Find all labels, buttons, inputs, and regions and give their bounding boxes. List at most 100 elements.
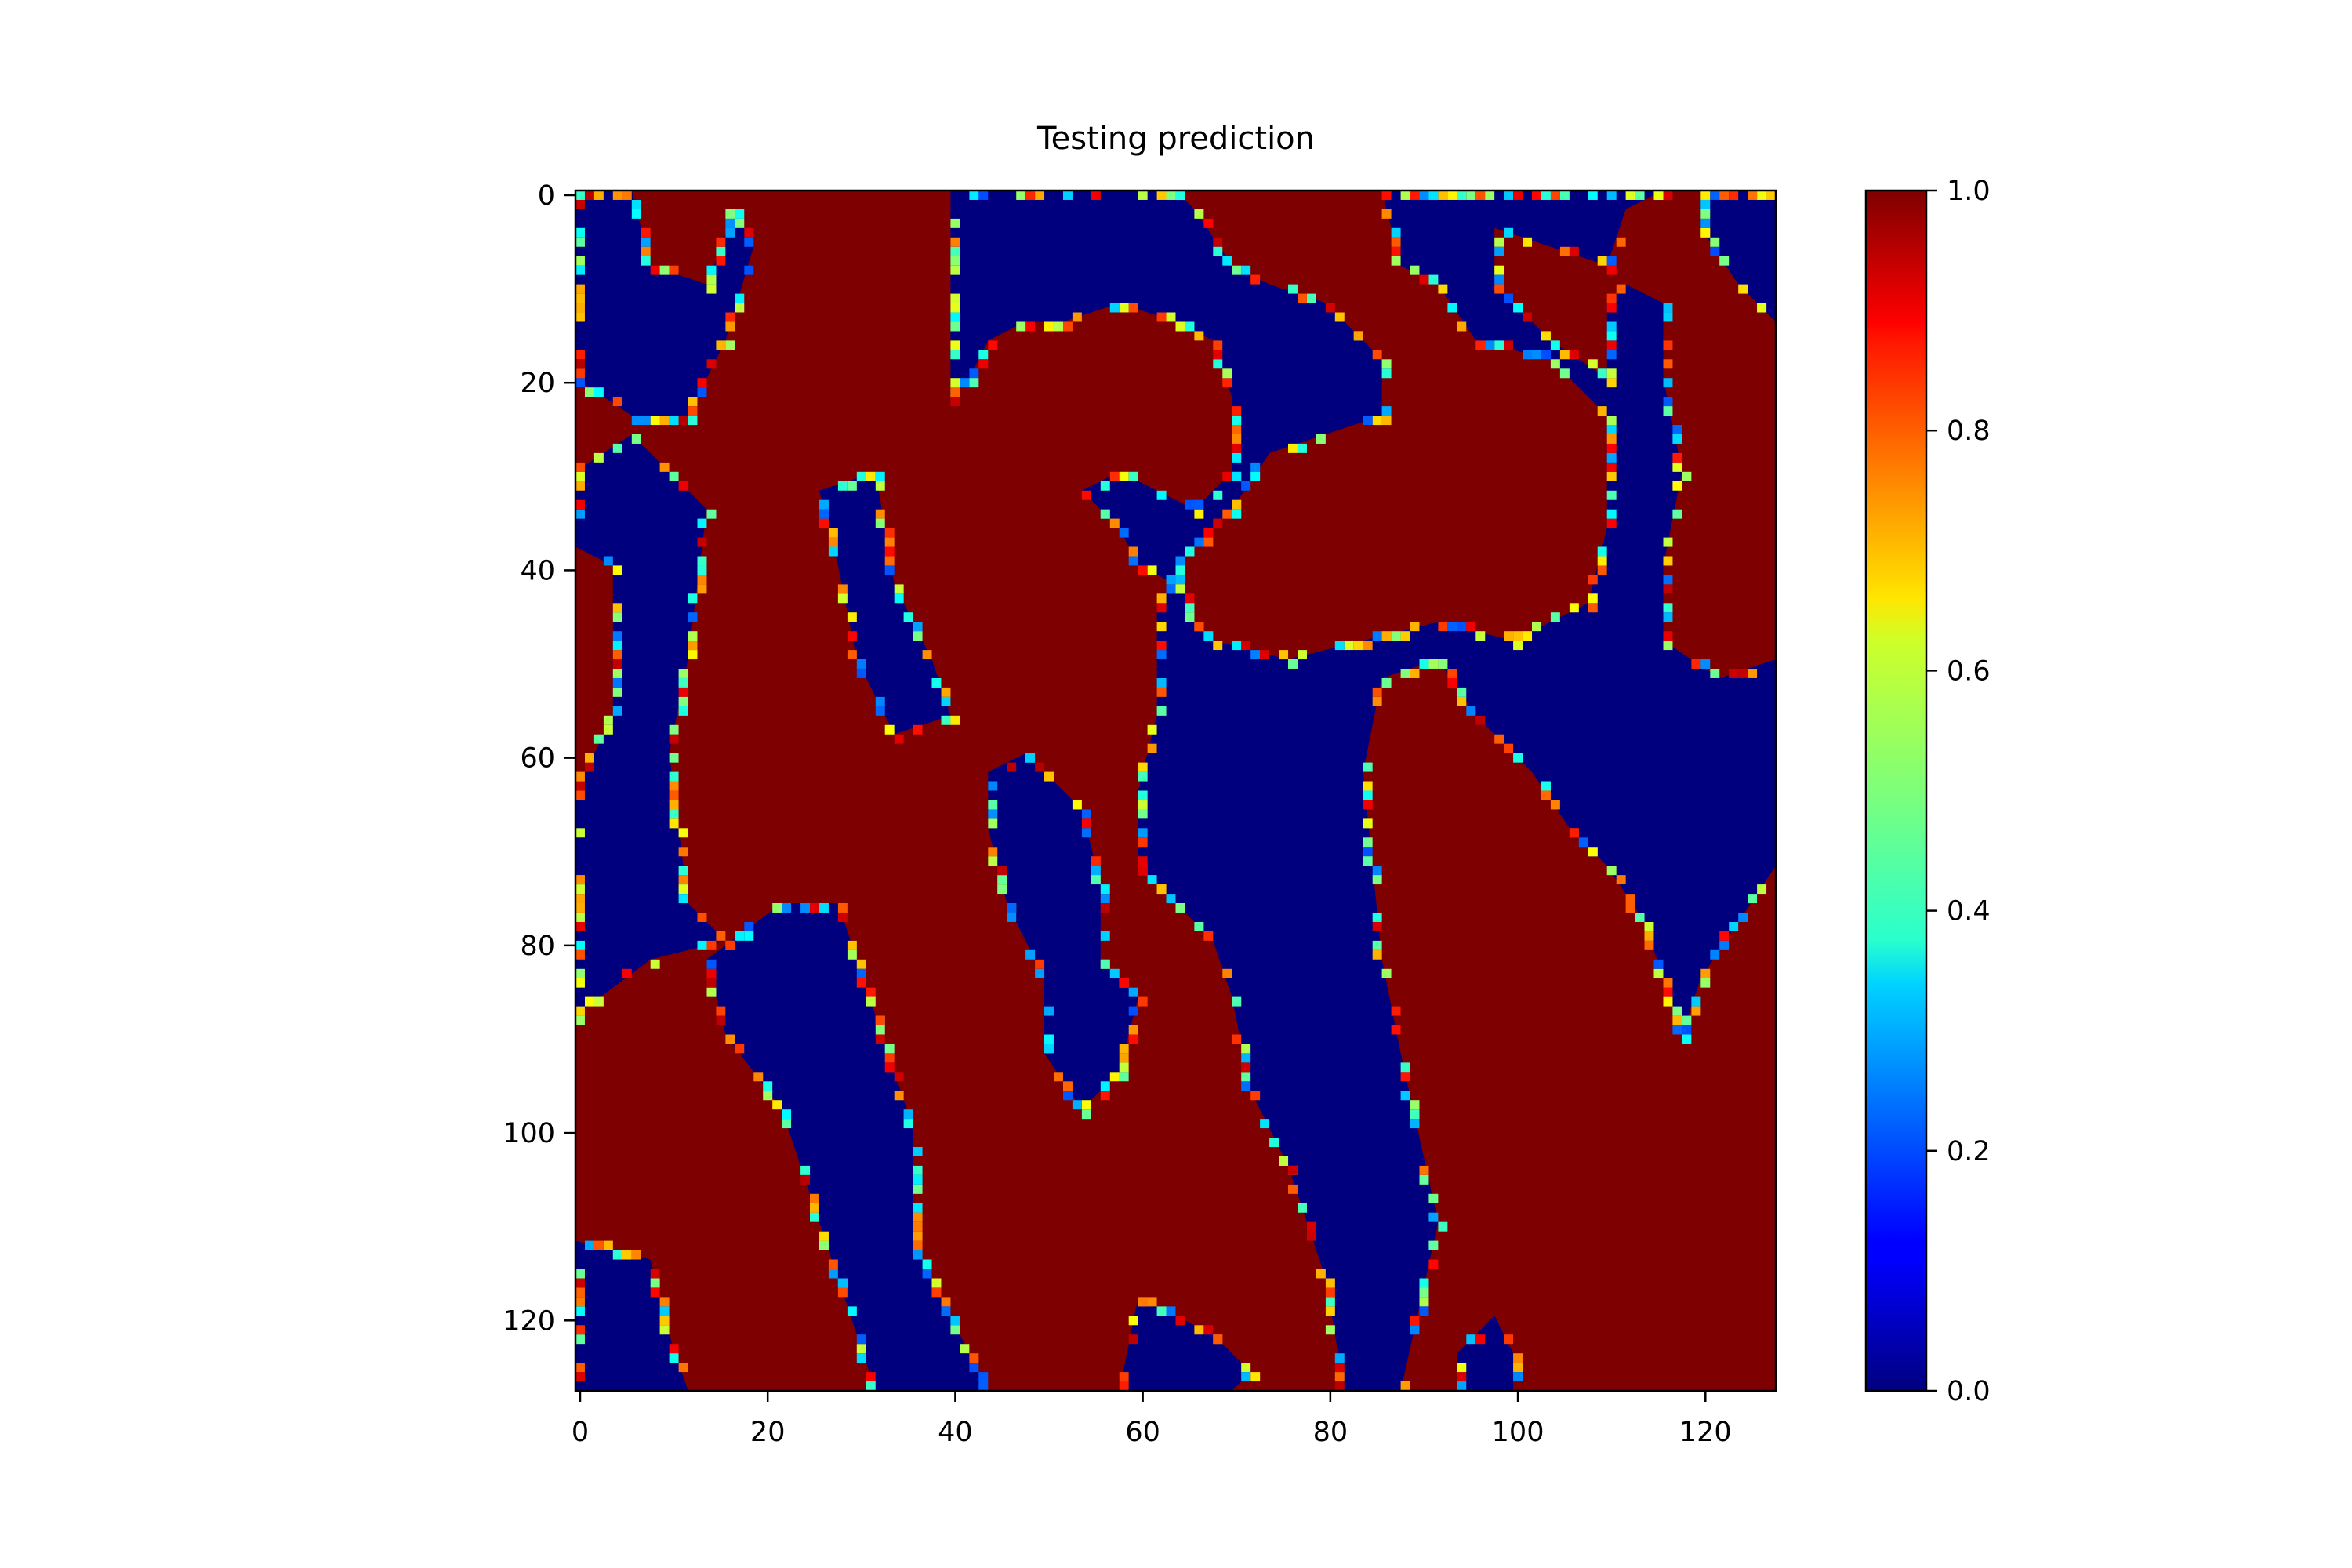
boundary-cell (1054, 321, 1063, 332)
boundary-cell (650, 1269, 660, 1279)
boundary-cell (1100, 884, 1110, 895)
boundary-cell (1044, 1006, 1054, 1016)
boundary-cell (1682, 1025, 1692, 1035)
boundary-cell (894, 1091, 904, 1101)
x-axis: 0 20 40 60 80 100 120 (572, 1391, 1732, 1448)
boundary-cell (1203, 537, 1214, 547)
boundary-cell (1606, 368, 1617, 379)
boundary-cell (800, 1174, 811, 1185)
boundary-cell (1410, 1119, 1420, 1129)
boundary-cell (1532, 350, 1541, 360)
boundary-cell (688, 650, 698, 660)
boundary-cell (913, 1212, 923, 1222)
boundary-cell (612, 687, 622, 697)
boundary-cell (678, 866, 688, 876)
boundary-cell (1147, 724, 1157, 735)
boundary-cell (810, 1193, 819, 1203)
boundary-cell (1625, 191, 1635, 200)
y-tick-label: 60 (520, 743, 555, 775)
boundary-cell (1241, 1363, 1251, 1373)
low-region-1 (575, 434, 726, 1016)
boundary-cell (1241, 1372, 1251, 1382)
boundary-cell (1428, 274, 1439, 285)
boundary-cell (884, 528, 895, 538)
boundary-cell (1738, 669, 1748, 678)
boundary-cell (950, 293, 960, 303)
boundary-cell (884, 1062, 895, 1073)
boundary-cell (1475, 1334, 1486, 1345)
boundary-cell (1606, 256, 1617, 266)
boundary-cell (1606, 452, 1617, 463)
boundary-cell (856, 669, 866, 678)
boundary-cell (884, 537, 895, 547)
boundary-cell (810, 1212, 819, 1222)
boundary-cell (988, 847, 998, 857)
boundary-cell (575, 227, 585, 238)
boundary-cell (735, 303, 745, 313)
boundary-cell (575, 256, 585, 266)
boundary-cell (1138, 809, 1148, 819)
boundary-cell (1128, 1334, 1138, 1345)
boundary-cell (1109, 1072, 1120, 1082)
boundary-cell (612, 191, 622, 200)
boundary-cell (678, 875, 688, 885)
boundary-cell (1372, 866, 1382, 876)
boundary-cell (744, 265, 754, 275)
boundary-cell (697, 537, 707, 547)
boundary-cell (1748, 191, 1758, 200)
boundary-cell (1663, 556, 1673, 566)
boundary-cell (819, 509, 829, 519)
boundary-cell (575, 462, 585, 472)
colorbar-ticks: 0.0 0.2 0.4 0.6 0.8 1.0 (1926, 176, 1991, 1407)
low-region-2 (706, 903, 989, 1391)
boundary-cell (1428, 1193, 1439, 1203)
boundary-cell (856, 659, 866, 669)
y-tick-label: 120 (503, 1305, 555, 1337)
boundary-cell (1081, 809, 1091, 819)
boundary-cell (1156, 622, 1167, 632)
boundary-cell (1119, 1372, 1129, 1382)
boundary-cell (1279, 1156, 1289, 1166)
boundary-cell (1185, 499, 1195, 510)
boundary-cell (631, 1250, 641, 1260)
boundary-cell (1128, 1316, 1138, 1326)
boundary-cell (1541, 781, 1551, 791)
boundary-cell (1691, 1006, 1701, 1016)
boundary-cell (1213, 1334, 1223, 1345)
boundary-cell (1494, 734, 1504, 744)
boundary-cell (1372, 922, 1382, 931)
boundary-cell (1710, 246, 1720, 256)
boundary-cell (837, 903, 848, 913)
boundary-cell (575, 237, 585, 247)
boundary-cell (1250, 274, 1261, 285)
boundary-cell (1119, 978, 1129, 988)
boundary-cell (828, 1259, 838, 1269)
boundary-cell (716, 340, 726, 350)
boundary-cell (641, 256, 651, 266)
boundary-cell (1710, 949, 1720, 960)
boundary-cell (1185, 612, 1195, 622)
boundary-cell (725, 218, 735, 228)
boundary-cell (1260, 1119, 1270, 1129)
boundary-cell (1663, 303, 1673, 313)
boundary-cell (1513, 641, 1523, 651)
boundary-cell (1175, 191, 1185, 200)
boundary-cell (1334, 312, 1345, 322)
y-tick-label: 80 (520, 931, 555, 962)
boundary-cell (913, 1147, 923, 1156)
boundary-cell (1419, 1165, 1429, 1175)
boundary-cell (650, 1278, 660, 1288)
boundary-cell (1232, 471, 1242, 481)
boundary-cell (1466, 191, 1476, 200)
boundary-cell (856, 1353, 866, 1363)
boundary-cell (1138, 762, 1148, 772)
boundary-cell (960, 1344, 970, 1354)
boundary-cell (1700, 200, 1711, 209)
boundary-cell (894, 734, 904, 744)
boundary-cell (1438, 191, 1448, 200)
boundary-cell (669, 753, 679, 763)
boundary-cell (913, 1240, 923, 1250)
boundary-cell (1606, 425, 1617, 434)
boundary-cell (1381, 368, 1392, 379)
boundary-cell (800, 903, 811, 913)
